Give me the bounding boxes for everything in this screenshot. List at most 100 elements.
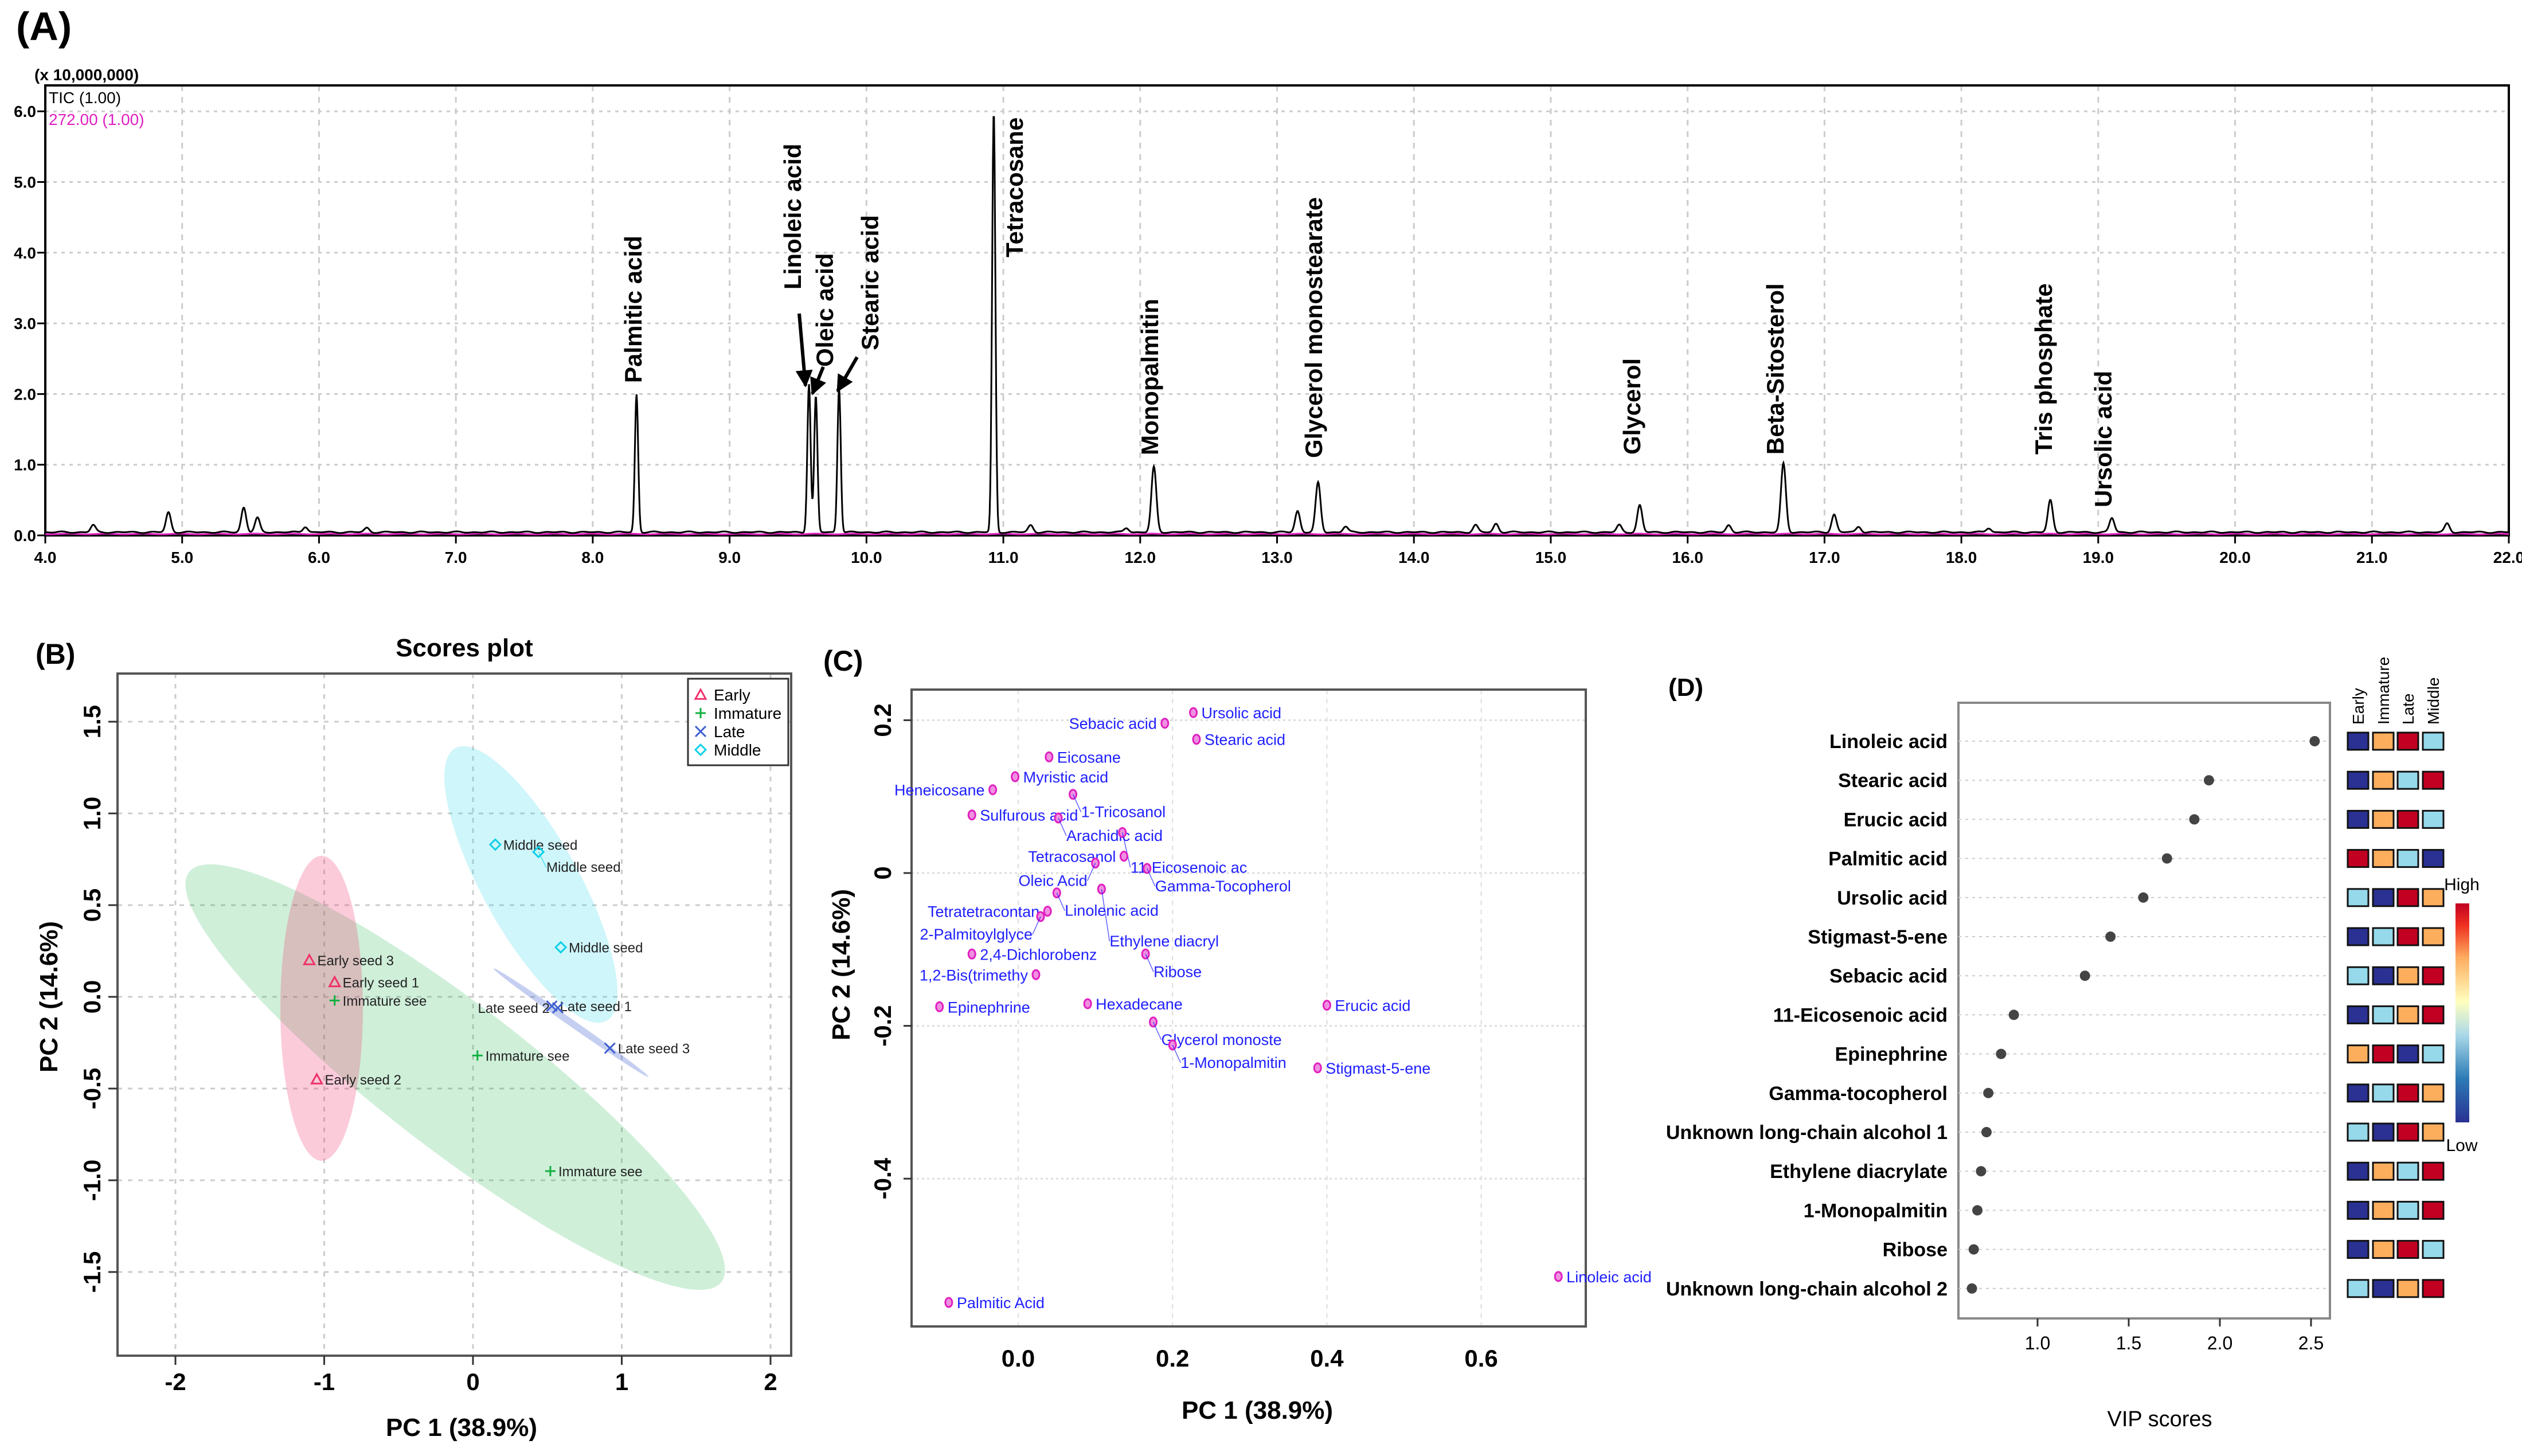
heatmap-cell [2396, 770, 2419, 790]
loading-marker-icon [1043, 906, 1052, 917]
feature-label: Stearic acid [1838, 770, 1948, 792]
vip-point [1976, 1166, 1987, 1177]
x-axis-label: PC 1 (38.9%) [386, 1414, 537, 1442]
feature-label: 11-Eicosenoic acid [1773, 1004, 1948, 1026]
peak-arrow [810, 366, 827, 396]
loading-point-label: Epinephrine [948, 999, 1030, 1016]
loading-marker-icon [967, 809, 976, 821]
loading-marker-icon [935, 1001, 944, 1012]
x-tick-label: 2 [764, 1368, 777, 1395]
legend-label: Late [714, 723, 745, 741]
vip-point [2138, 892, 2149, 903]
feature-label: Palmitic acid [1828, 848, 1948, 870]
heatmap-cell [2347, 849, 2369, 868]
loading-point: Ethylene diacryl [1097, 883, 1219, 950]
y-tick-label: 3.0 [14, 315, 36, 332]
legend-label: Middle [714, 741, 761, 759]
loading-point-label: Eicosane [1057, 749, 1121, 766]
x-tick-label: 22.0 [2493, 549, 2522, 566]
x-tick-label: 11.0 [988, 549, 1019, 566]
heatmap-cell [2396, 1200, 2419, 1220]
heatmap-cell [2347, 809, 2369, 829]
loading-point-label: Myristic acid [1023, 769, 1109, 786]
x-tick-label: 1 [615, 1368, 628, 1395]
peak-label: Stearic acid [857, 215, 883, 350]
feature-label: Epinephrine [1835, 1044, 1948, 1066]
diamond-marker-icon [554, 941, 568, 954]
x-tick-label: 19.0 [2083, 549, 2114, 566]
loading-point-label: Sebacic acid [1069, 715, 1157, 733]
y-tick-label: 2.0 [14, 385, 36, 403]
feature-row: 1-Monopalmitin [1804, 1200, 2445, 1222]
vip-point [2008, 1009, 2019, 1020]
score-point: Middle seed [554, 941, 643, 956]
y-tick-label: 1.0 [79, 797, 105, 830]
x-tick-label: -1 [314, 1368, 335, 1395]
label-leader-line [1145, 953, 1154, 972]
heatmap-cell [2347, 888, 2369, 907]
peak-label: Ursolic acid [2090, 371, 2117, 507]
y-axis-label: PC 2 (14.6%) [827, 889, 855, 1040]
y-axis-label: PC 2 (14.6%) [35, 921, 63, 1073]
heatmap-cell [2422, 1122, 2445, 1142]
heatmap-cell [2396, 1083, 2419, 1103]
loading-point-label: Stigmast-5-ene [1325, 1060, 1430, 1077]
heatmap-cell [2347, 1005, 2369, 1024]
y-tick-label: -0.4 [869, 1157, 896, 1199]
triangle-marker-icon [310, 1072, 324, 1085]
loading-point-label: Glycerol monoste [1162, 1031, 1282, 1048]
loading-point: Eicosane [1045, 749, 1121, 766]
loadings-plot-panel: (C) PC 1 (38.9%) PC 2 (14.6%) 0.0 0.2 0.4 0… [823, 645, 1652, 1424]
loading-marker-icon [1045, 751, 1054, 762]
plus-marker-icon [695, 708, 706, 718]
heatmap-cell [2422, 927, 2445, 946]
loading-marker-icon [1554, 1271, 1563, 1282]
label-leader-line [1147, 868, 1156, 887]
feature-row: Linoleic acid [1829, 731, 2445, 753]
triangle-marker-icon [694, 687, 707, 700]
y-tick-label: 0.0 [79, 980, 105, 1013]
heatmap-cell [2422, 888, 2445, 907]
heatmap-cell [2372, 1005, 2395, 1024]
x-axis-label: VIP scores [2107, 1407, 2212, 1431]
y-tick-label: -1.5 [79, 1251, 105, 1293]
score-point: Immature see [472, 1048, 570, 1064]
loading-point: Stigmast-5-ene [1313, 1060, 1430, 1077]
score-point-label: Late seed 1 [560, 999, 632, 1015]
confidence-ellipse-middle [444, 746, 617, 1023]
label-leader-line [1072, 794, 1082, 813]
score-point: Immature see [329, 993, 427, 1009]
x-tick-label: 17.0 [1809, 549, 1840, 566]
diamond-marker-icon [488, 838, 502, 851]
y-tick-label: -1.0 [79, 1160, 105, 1201]
score-point-label: Early seed 2 [325, 1073, 401, 1088]
feature-row: Ursolic acid [1837, 887, 2445, 909]
chromatogram-panel: (A) 4.0 5.0 6.0 7.0 8.0 9.0 10.0 11.0 12.0 13.0 14… [14, 4, 2522, 566]
heatmap-cell [2396, 1005, 2419, 1024]
heatmap-cell [2347, 1122, 2369, 1142]
heatmap-cell [2372, 809, 2395, 829]
label-leader-line [1121, 832, 1131, 868]
heatmap-cell [2422, 809, 2445, 829]
vip-point [2161, 853, 2172, 864]
feature-row: Sebacic acid [1829, 965, 2445, 987]
loading-point: Ursolic acid [1189, 704, 1282, 722]
x-tick-label: 2.0 [2207, 1333, 2232, 1353]
heatmap-cell [2422, 1161, 2445, 1181]
feature-row: Epinephrine [1835, 1044, 2445, 1066]
loading-point-label: Ursolic acid [1202, 704, 1282, 722]
heatmap-cell [2422, 1200, 2445, 1220]
score-point: Middle seed [488, 837, 577, 853]
heatmap-column-label: Late [2399, 694, 2417, 725]
label-leader-line [1058, 817, 1067, 836]
panel-label-b: (B) [36, 638, 75, 670]
heatmap-cell [2396, 1122, 2419, 1142]
peak-label: Glycerol monostearate [1300, 197, 1327, 458]
label-leader-line [1086, 863, 1096, 881]
scores-plot-title: Scores plot [396, 634, 533, 662]
y-tick-label: 1.0 [14, 456, 36, 474]
heatmap-cell [2422, 1083, 2445, 1103]
heatmap-cell [2347, 1161, 2369, 1181]
y-tick-label: 1.5 [79, 705, 105, 738]
